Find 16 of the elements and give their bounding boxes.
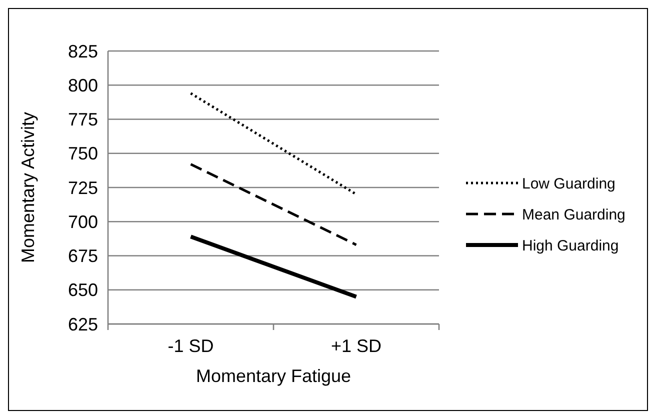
y-tick-label: 800: [68, 75, 98, 96]
y-tick-label: 750: [68, 144, 98, 164]
legend-label: High Guarding: [522, 237, 619, 254]
y-tick-label: 725: [68, 178, 98, 198]
legend-label: Low Guarding: [522, 175, 616, 192]
y-axis-title: Momentary Activity: [18, 112, 38, 264]
x-tick-label: -1 SD: [168, 336, 214, 356]
y-tick-label: 775: [68, 110, 98, 130]
y-tick-label: 650: [68, 280, 98, 300]
legend-label: Mean Guarding: [522, 206, 626, 224]
y-tick-label: 675: [68, 246, 98, 266]
y-tick-label: 825: [68, 41, 98, 62]
y-tick-label: 700: [68, 212, 98, 232]
x-axis-title: Momentary Fatigue: [196, 366, 352, 386]
y-tick-label: 625: [68, 314, 98, 334]
x-tick-label: +1 SD: [330, 336, 382, 356]
